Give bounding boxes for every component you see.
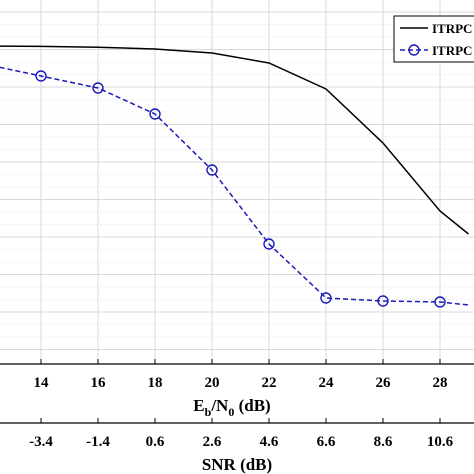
x-axis-title-mid: /N [210,396,229,415]
tick-labels: 14 -3.4 16 -1.4 18 0.6 20 2.6 22 4.6 24 6.6 26 8.6 28 1… [29,359,454,450]
x2-tick-label: -3.4 [29,434,53,450]
x-tick-label: 16 [91,375,107,391]
legend: ITRPC ITRPC [393,15,474,63]
x2-tick-label: 0.6 [146,434,165,450]
x-tick-label: 22 [262,375,277,391]
series-2-point [320,292,332,304]
x-tick-label: 26 [376,375,392,391]
legend-box [393,15,474,63]
legend-marker-2 [408,44,420,56]
x-axis-title: Eb/N0 (dB) [193,396,270,419]
series-2-point [434,296,446,308]
x-tick-label: 18 [148,375,163,391]
x-axis-title-e: E [193,396,204,415]
x-axis-title-sub-0: 0 [228,405,234,419]
legend-label-2: ITRPC [432,43,472,58]
x2-tick-label: -1.4 [86,434,110,450]
series-2-point [263,238,275,250]
series-line-1 [0,45,469,235]
x2-tick-label: 6.6 [317,434,336,450]
series-layer [0,45,469,308]
x-tick-label: 28 [433,375,448,391]
series-2-point [206,164,218,176]
x-tick-label: 14 [34,375,50,391]
legend-label-1: ITRPC [432,21,472,36]
x-axis-title-sub-b: b [205,405,212,419]
series-2-point [35,70,47,82]
series-line-2 [0,66,469,306]
x-tick-label: 20 [205,375,220,391]
x2-tick-label: 2.6 [203,434,222,450]
series-2-point [149,108,161,120]
x2-tick-label: 8.6 [374,434,393,450]
series-2-point [377,295,389,307]
series-2-point [92,82,104,94]
axes [0,363,474,424]
x2-axis-title: SNR (dB) [202,455,272,474]
grid [0,0,474,364]
x-tick-label: 24 [319,375,335,391]
x2-tick-label: 10.6 [427,434,454,450]
x2-tick-label: 4.6 [260,434,279,450]
x-axis-title-unit: (dB) [234,396,270,415]
